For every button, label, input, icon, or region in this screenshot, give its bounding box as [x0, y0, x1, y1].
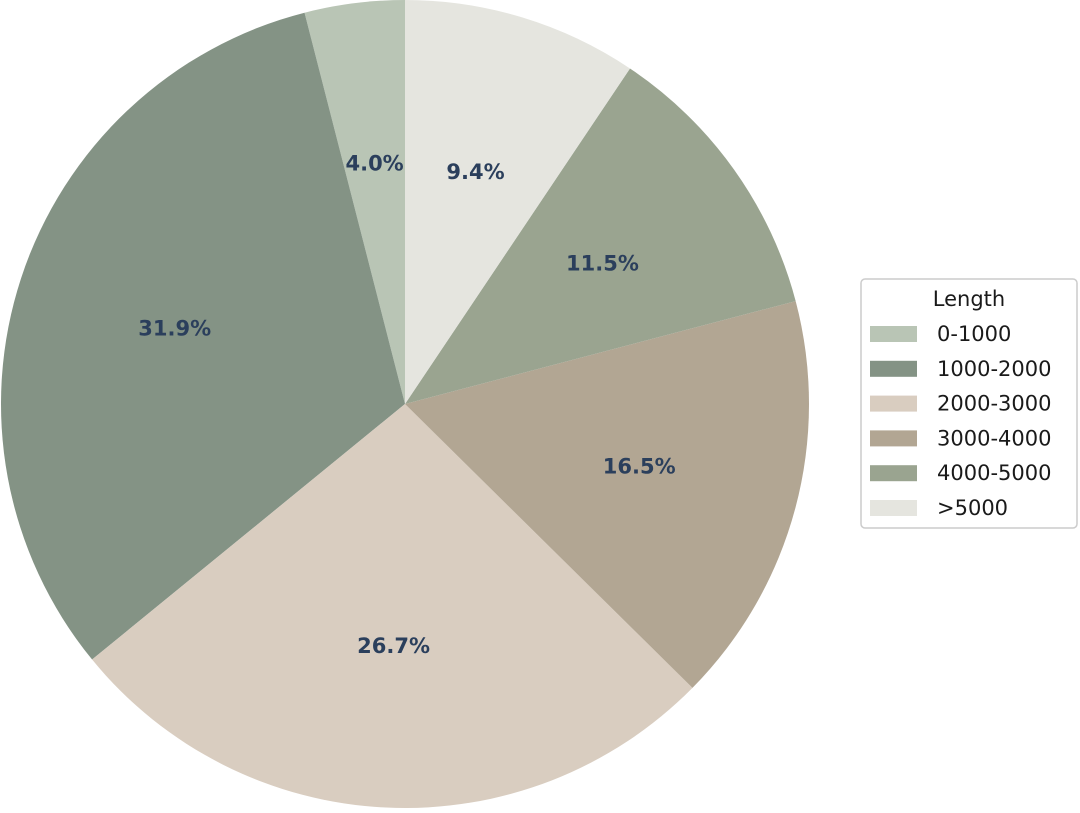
- legend-swatch-3000-4000: [870, 430, 917, 447]
- legend-label-2000-3000: 2000-3000: [937, 392, 1051, 416]
- legend-label-1000-2000: 1000-2000: [937, 357, 1051, 381]
- legend-swatch-1000-2000: [870, 360, 917, 377]
- legend-swatch-0-1000: [870, 326, 917, 342]
- pie-slice-3000-4000: [405, 301, 809, 688]
- legend-items: 0-1000 1000-2000 2000-3000 3000-4000 4000-50…: [870, 322, 1051, 520]
- legend-label-3000-4000: 3000-4000: [937, 426, 1051, 450]
- slice-label-3000-4000: 16.5%: [603, 454, 676, 478]
- pie-slice-0-1000: [304, 0, 405, 404]
- slice-label-0-1000: 4.0%: [345, 152, 403, 176]
- pie-slices: [1, 0, 809, 809]
- pie-slice-1000-2000: [1, 12, 406, 660]
- legend-label-4000-5000: 4000-5000: [937, 461, 1051, 485]
- legend-swatch-4000-5000: [870, 465, 917, 482]
- slice-label-1000-2000: 31.9%: [138, 316, 211, 340]
- slice-label->5000: 9.4%: [446, 160, 504, 184]
- legend-label->5000: >5000: [937, 496, 1008, 520]
- legend-label-0-1000: 0-1000: [937, 322, 1011, 346]
- pie-slice->5000: [405, 0, 630, 404]
- legend-swatch-2000-3000: [870, 395, 917, 412]
- pie-slice-4000-5000: [405, 68, 796, 404]
- legend: Length 0-1000 1000-2000 2000-3000 3000-4000…: [860, 278, 1078, 529]
- legend-swatch->5000: [870, 500, 917, 516]
- pie-slice-2000-3000: [92, 404, 693, 809]
- slice-label-2000-3000: 26.7%: [357, 634, 430, 658]
- legend-title: Length: [933, 287, 1005, 311]
- slice-label-4000-5000: 11.5%: [566, 251, 639, 275]
- pie-slice-labels: 4.0% 31.9% 26.7% 16.5% 11.5% 9.4%: [138, 152, 675, 659]
